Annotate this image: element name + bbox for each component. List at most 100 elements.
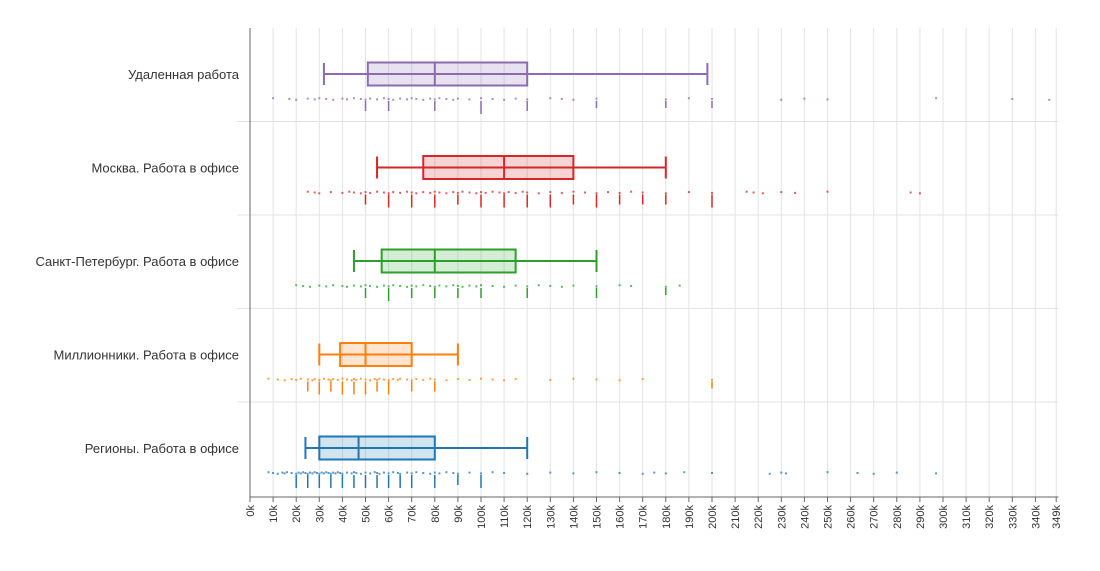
data-point [678,284,681,287]
data-point [872,472,875,475]
data-point [491,285,494,287]
x-tick-label: 100k [476,505,488,529]
x-tick-label: 170k [638,505,650,529]
data-point [299,472,302,475]
data-point [387,192,390,195]
data-point [373,471,376,474]
data-point [618,379,621,382]
data-point [745,190,748,193]
data-point [687,191,690,194]
data-point [503,285,506,288]
data-point [276,472,279,475]
data-point [283,472,286,475]
data-point [480,191,482,194]
data-point [325,285,328,288]
data-point [341,97,344,100]
iqr-box [422,155,575,180]
data-point [325,98,328,100]
x-tick-label: 70k [407,505,419,523]
data-point [618,191,621,194]
data-point [373,378,376,381]
data-point [396,378,399,381]
data-point [311,472,314,475]
data-point [369,472,372,475]
data-point [514,284,517,287]
x-tick-label: 180k [661,505,673,529]
data-point [313,378,316,381]
x-tick-label: 290k [915,505,927,529]
data-point [784,472,787,475]
data-point [503,98,506,101]
data-point [560,98,563,100]
data-point [336,378,339,381]
x-tick-label: 310k [961,505,973,529]
data-point [410,379,413,382]
data-point [382,378,385,381]
data-point [359,472,362,475]
data-point [359,285,362,288]
data-point [322,377,325,380]
data-point [780,471,783,474]
data-point [334,472,337,475]
data-point [452,472,455,474]
data-point [415,471,418,474]
data-point [306,378,309,381]
data-point [272,97,275,100]
data-point [410,284,413,287]
data-point [711,378,713,381]
iqr-box [339,342,413,367]
data-point [322,472,325,475]
data-point [480,377,482,380]
data-point [572,472,575,475]
data-point [549,471,552,474]
data-point [285,471,288,474]
data-point [856,472,859,474]
data-point [433,285,436,288]
data-point [327,378,330,381]
data-point [329,379,332,382]
data-point [304,472,307,474]
data-point [452,191,455,194]
data-point [320,471,323,474]
data-point [768,472,771,475]
data-point [309,471,312,474]
data-point [341,285,344,287]
data-point [468,471,471,474]
data-point [438,284,441,287]
data-point [350,472,353,475]
data-point [392,191,395,194]
data-point [382,284,385,287]
x-tick-label: 140k [568,505,580,529]
data-point [325,471,328,474]
data-point [313,98,316,101]
data-point [295,472,298,475]
data-point [503,192,506,195]
x-tick-label: 340k [1030,505,1042,529]
data-point [422,378,425,381]
data-point [456,378,459,381]
data-point [618,472,621,474]
data-point [480,472,482,475]
data-point [503,472,506,474]
data-point [309,285,312,288]
category-label: Миллионники. Работа в офисе [54,348,240,363]
x-tick-label: 90k [453,505,465,523]
data-point [433,471,436,474]
data-point [664,285,667,288]
data-point [392,284,395,287]
data-point [318,378,321,381]
data-point [445,379,448,382]
data-point [318,284,321,287]
data-point [653,471,656,474]
data-point [549,191,552,194]
data-point [456,97,459,100]
data-point [341,377,344,380]
data-point [332,378,335,381]
data-point [392,98,395,101]
data-point [382,97,385,100]
data-point [480,97,482,100]
data-point [780,191,783,194]
data-point [583,191,586,194]
data-point [572,284,575,287]
series-row: Регионы. Работа в офисе [85,435,938,488]
